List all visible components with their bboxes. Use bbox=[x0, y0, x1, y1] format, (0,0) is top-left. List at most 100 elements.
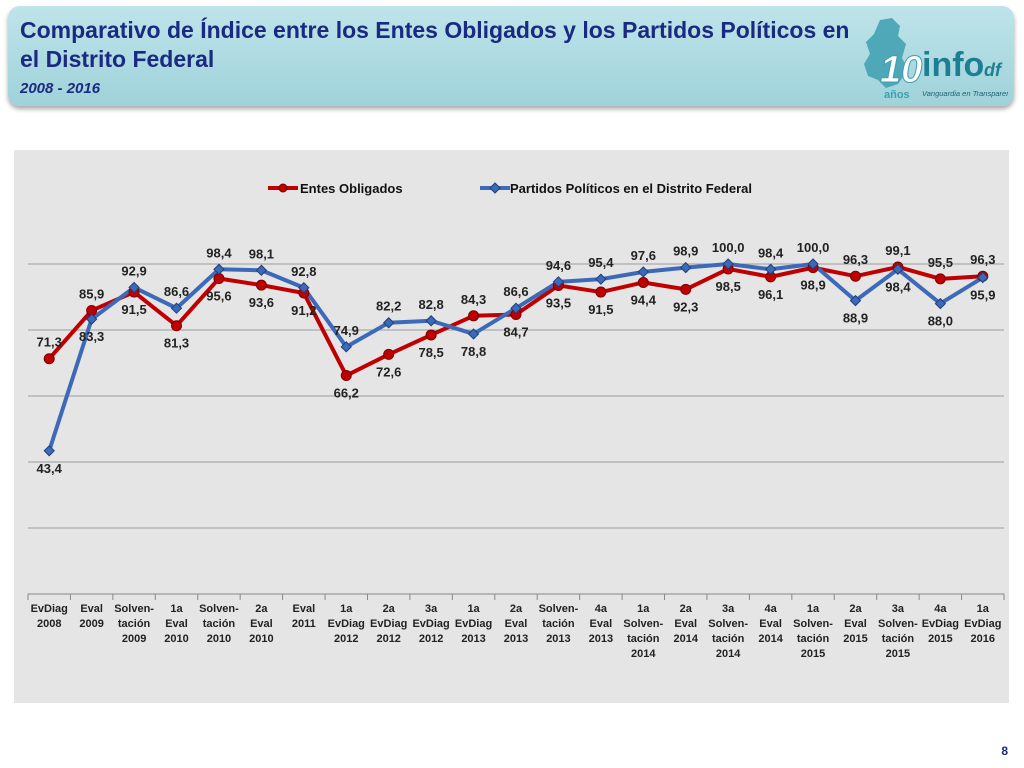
data-label-entes: 91,2 bbox=[291, 303, 316, 318]
x-tick-label: 2a Eval 2013 bbox=[504, 603, 528, 645]
point-partidos bbox=[807, 258, 819, 270]
data-label-entes: 96,3 bbox=[843, 252, 868, 267]
data-label-entes: 81,3 bbox=[164, 336, 189, 351]
point-entes bbox=[849, 270, 861, 282]
logo-tagline: Vanguardia en Transparencia bbox=[922, 89, 1008, 98]
data-label-entes: 85,9 bbox=[79, 287, 104, 302]
x-tick-label: 3a EvDiag 2012 bbox=[412, 603, 449, 645]
point-partidos bbox=[425, 315, 437, 327]
legend-label-partidos: Partidos Políticos en el Distrito Federa… bbox=[510, 181, 752, 196]
data-label-entes: 78,5 bbox=[418, 345, 443, 360]
page-subtitle: 2008 - 2016 bbox=[20, 80, 101, 97]
point-entes bbox=[934, 273, 946, 285]
point-partidos bbox=[298, 282, 310, 294]
data-label-entes: 91,5 bbox=[588, 302, 613, 317]
data-label-entes: 95,5 bbox=[928, 255, 953, 270]
data-label-partidos: 94,6 bbox=[546, 258, 571, 273]
point-partidos bbox=[510, 302, 522, 314]
data-label-partidos: 97,6 bbox=[631, 248, 656, 263]
data-label-partidos: 74,9 bbox=[334, 323, 359, 338]
x-tick-label: 2a Eval 2014 bbox=[673, 603, 698, 645]
data-label-partidos: 98,4 bbox=[885, 279, 911, 294]
point-partidos bbox=[255, 264, 268, 276]
data-label-entes: 95,6 bbox=[206, 289, 231, 304]
data-label-entes: 98,9 bbox=[800, 278, 825, 293]
x-tick-label: 4a EvDiag 2015 bbox=[922, 603, 959, 645]
logo-years: 10 bbox=[880, 49, 922, 91]
point-entes bbox=[595, 286, 607, 298]
point-entes bbox=[340, 370, 352, 382]
data-label-partidos: 43,4 bbox=[37, 461, 63, 476]
data-label-partidos: 95,4 bbox=[588, 255, 614, 270]
point-partidos bbox=[85, 313, 98, 325]
map-silhouette-icon bbox=[864, 18, 908, 88]
page-title: Comparativo de Índice entre los Entes Ob… bbox=[20, 17, 850, 72]
x-axis: EvDiag 2008 Eval 2009 Solven-tación 2009 1a Eva… bbox=[27, 593, 1005, 660]
x-tick-label: Solven-tación 2009 bbox=[114, 603, 154, 645]
point-partidos bbox=[382, 317, 395, 329]
x-tick-label: 1a EvDiag 2013 bbox=[455, 603, 492, 645]
point-partidos bbox=[128, 281, 140, 294]
data-label-partidos: 98,4 bbox=[206, 245, 232, 260]
page-number: 8 bbox=[1001, 744, 1008, 758]
point-entes bbox=[680, 283, 692, 295]
data-label-partidos: 92,9 bbox=[121, 263, 146, 278]
legend-label-entes: Entes Obligados bbox=[300, 181, 403, 196]
data-label-entes: 93,5 bbox=[546, 295, 571, 310]
point-partidos bbox=[934, 297, 947, 310]
data-label-partidos: 82,2 bbox=[376, 299, 401, 314]
series-group bbox=[43, 258, 989, 457]
data-label-partidos: 82,8 bbox=[418, 297, 443, 312]
legend-marker-entes bbox=[278, 183, 288, 193]
x-tick-label: Eval 2011 bbox=[292, 603, 316, 630]
data-label-partidos: 88,9 bbox=[843, 311, 868, 326]
data-label-entes: 66,2 bbox=[334, 386, 359, 401]
data-label-partidos: 98,1 bbox=[249, 246, 274, 261]
point-partidos bbox=[467, 328, 480, 340]
data-label-entes: 84,7 bbox=[503, 324, 528, 339]
x-tick-label: 2a EvDiag 2012 bbox=[370, 603, 407, 645]
point-partidos bbox=[892, 263, 904, 275]
data-label-partidos: 83,3 bbox=[79, 329, 104, 344]
logo-years-word: años bbox=[884, 89, 910, 100]
point-entes bbox=[213, 273, 225, 285]
point-partidos bbox=[680, 261, 692, 274]
data-label-partidos: 100,0 bbox=[797, 240, 830, 255]
data-label-entes: 99,1 bbox=[885, 243, 910, 258]
data-label-entes: 98,5 bbox=[716, 279, 741, 294]
data-label-partidos: 95,9 bbox=[970, 288, 995, 303]
point-partidos bbox=[43, 445, 55, 457]
data-label-partidos: 78,8 bbox=[461, 344, 486, 359]
point-partidos bbox=[722, 258, 734, 270]
data-label-entes: 72,6 bbox=[376, 364, 401, 379]
x-tick-label: Solven-tación 2013 bbox=[539, 603, 579, 645]
point-entes bbox=[468, 310, 480, 322]
title-banner: Comparativo de Índice entre los Entes Ob… bbox=[8, 6, 1014, 106]
data-label-partidos: 92,8 bbox=[291, 264, 316, 279]
infodf-logo: 10 años info df Vanguardia en Transparen… bbox=[864, 18, 1008, 100]
point-partidos bbox=[170, 302, 183, 314]
data-label-entes: 96,1 bbox=[758, 287, 783, 302]
data-label-entes: 94,4 bbox=[631, 292, 657, 307]
point-partidos bbox=[849, 294, 862, 307]
point-entes bbox=[383, 348, 395, 360]
data-label-entes: 84,3 bbox=[461, 292, 486, 307]
x-tick-label: Solven-tación 2010 bbox=[199, 603, 239, 645]
point-partidos bbox=[764, 263, 777, 275]
point-partidos bbox=[213, 263, 225, 275]
legend: Entes Obligados Partidos Políticos en el… bbox=[268, 181, 752, 196]
chart-area: Entes Obligados Partidos Políticos en el… bbox=[14, 150, 1009, 703]
point-partidos bbox=[637, 266, 650, 278]
data-label-partidos: 86,6 bbox=[503, 284, 528, 299]
gridlines bbox=[28, 263, 1004, 529]
line-chart: Entes Obligados Partidos Políticos en el… bbox=[27, 181, 1005, 660]
x-tick-label: 3a Solven-tación 2015 bbox=[878, 603, 918, 660]
x-tick-label: 1a Solven-tación 2014 bbox=[623, 603, 663, 660]
x-tick-label: 1a EvDiag 2016 bbox=[964, 603, 1001, 645]
point-entes bbox=[171, 320, 183, 332]
data-labels: 71,3 85,9 91,5 81,3 95,6 93,6 91,2 66,2 72,6 78,5… bbox=[37, 240, 996, 476]
point-entes bbox=[43, 353, 55, 365]
data-label-entes: 96,3 bbox=[970, 252, 995, 267]
point-entes bbox=[255, 279, 267, 291]
x-tick-label: 1a Solven-tación 2015 bbox=[793, 603, 833, 660]
